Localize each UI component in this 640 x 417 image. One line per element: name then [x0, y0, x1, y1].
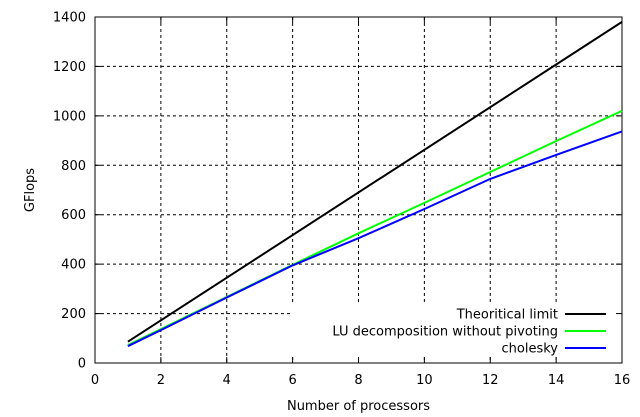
y-tick-label: 600	[61, 208, 86, 223]
y-axis-label: GFlops	[23, 168, 38, 212]
x-tick-label: 10	[416, 373, 433, 388]
y-tick-label: 1200	[53, 60, 86, 75]
y-tick-label: 0	[78, 357, 86, 372]
x-tick-label: 0	[91, 373, 99, 388]
x-tick-label: 14	[548, 373, 565, 388]
x-axis-label: Number of processors	[287, 399, 430, 414]
x-axis: 0 2 4 6 8 10 12 14 16	[91, 17, 630, 388]
legend-label-lu-decomposition-without-pivoting: LU decomposition without pivoting	[332, 325, 558, 340]
series-line-cholesky	[127, 130, 623, 348]
legend: Theoritical limit LU decomposition withou…	[332, 308, 606, 357]
y-tick-label: 200	[61, 307, 86, 322]
x-tick-label: 4	[223, 373, 231, 388]
series-line-theoritical-limit	[127, 21, 623, 343]
y-tick-label: 1000	[53, 109, 86, 124]
legend-label-cholesky: cholesky	[502, 342, 559, 357]
y-tick-label: 800	[61, 159, 86, 174]
x-tick-label: 2	[157, 373, 165, 388]
x-tick-label: 6	[288, 373, 296, 388]
y-tick-label: 1400	[53, 11, 86, 26]
y-tick-label: 400	[61, 258, 86, 273]
series-group	[127, 21, 623, 348]
x-tick-label: 8	[354, 373, 362, 388]
legend-label-theoritical-limit: Theoritical limit	[456, 308, 558, 323]
y-axis: 0 200 400 600 800 1000 1200 1400	[53, 11, 622, 372]
x-tick-label: 12	[482, 373, 499, 388]
x-tick-label: 16	[614, 373, 631, 388]
